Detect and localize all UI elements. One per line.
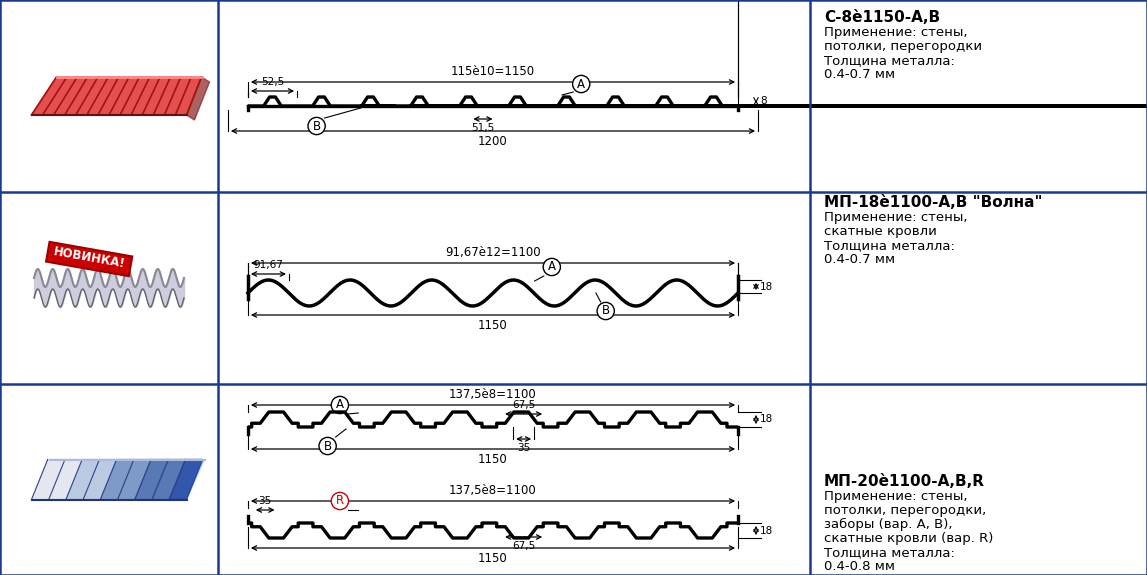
Text: 1150: 1150 [478, 453, 508, 466]
Text: 91,67: 91,67 [253, 260, 283, 270]
Text: Толщина металла:: Толщина металла: [824, 54, 954, 67]
Text: 137,5ѐ8=1100: 137,5ѐ8=1100 [450, 484, 537, 497]
Polygon shape [118, 459, 151, 500]
Text: 67,5: 67,5 [512, 541, 536, 551]
Text: В: В [312, 120, 321, 132]
Polygon shape [48, 459, 83, 500]
Text: НОВИНКА!: НОВИНКА! [52, 246, 126, 271]
Text: В: В [602, 305, 610, 317]
Text: 8: 8 [760, 97, 766, 106]
Text: МП-20ѐ1100-А,В,R: МП-20ѐ1100-А,В,R [824, 474, 985, 489]
Text: Применение: стены,: Применение: стены, [824, 26, 968, 39]
Text: заборы (вар. А, В),: заборы (вар. А, В), [824, 518, 952, 531]
Text: 1200: 1200 [478, 135, 508, 148]
Text: 35: 35 [258, 496, 272, 506]
Text: потолки, перегородки,: потолки, перегородки, [824, 504, 986, 517]
Polygon shape [101, 459, 134, 500]
Polygon shape [187, 77, 210, 120]
Text: В: В [323, 439, 331, 453]
Text: 1150: 1150 [478, 319, 508, 332]
Text: Применение: стены,: Применение: стены, [824, 211, 968, 224]
Text: скатные кровли (вар. R): скатные кровли (вар. R) [824, 532, 993, 545]
Polygon shape [170, 459, 203, 500]
Text: А: А [577, 78, 585, 90]
Text: 18: 18 [760, 415, 773, 424]
Polygon shape [84, 459, 117, 500]
Text: А: А [548, 260, 556, 274]
Text: 67,5: 67,5 [512, 400, 536, 410]
FancyBboxPatch shape [46, 242, 132, 276]
Text: 0.4-0.8 мм: 0.4-0.8 мм [824, 560, 895, 573]
Text: 18: 18 [760, 526, 773, 535]
Text: 52,5: 52,5 [260, 77, 284, 87]
Text: R: R [336, 494, 344, 508]
Text: Толщина металла:: Толщина металла: [824, 239, 954, 252]
Text: 137,5ѐ8=1100: 137,5ѐ8=1100 [450, 388, 537, 401]
Polygon shape [135, 459, 169, 500]
Text: Применение: стены,: Применение: стены, [824, 490, 968, 503]
Polygon shape [31, 459, 204, 500]
Polygon shape [31, 459, 65, 500]
Text: 18: 18 [760, 282, 773, 292]
Text: А: А [336, 398, 344, 412]
Text: 0.4-0.7 мм: 0.4-0.7 мм [824, 68, 895, 81]
Text: 115ѐ10=1150: 115ѐ10=1150 [451, 65, 535, 78]
Polygon shape [31, 77, 202, 115]
Text: 91,67ѐ12=1100: 91,67ѐ12=1100 [445, 246, 541, 259]
Text: 35: 35 [517, 443, 530, 453]
Text: С-8ѐ1150-А,В: С-8ѐ1150-А,В [824, 10, 941, 25]
Text: 51,5: 51,5 [471, 123, 494, 133]
Text: 1150: 1150 [478, 552, 508, 565]
Text: МП-18ѐ1100-А,В "Волна": МП-18ѐ1100-А,В "Волна" [824, 195, 1043, 210]
Polygon shape [153, 459, 186, 500]
Text: скатные кровли: скатные кровли [824, 225, 937, 238]
Text: потолки, перегородки: потолки, перегородки [824, 40, 982, 53]
Text: Толщина металла:: Толщина металла: [824, 546, 954, 559]
Text: 0.4-0.7 мм: 0.4-0.7 мм [824, 253, 895, 266]
Polygon shape [65, 459, 100, 500]
